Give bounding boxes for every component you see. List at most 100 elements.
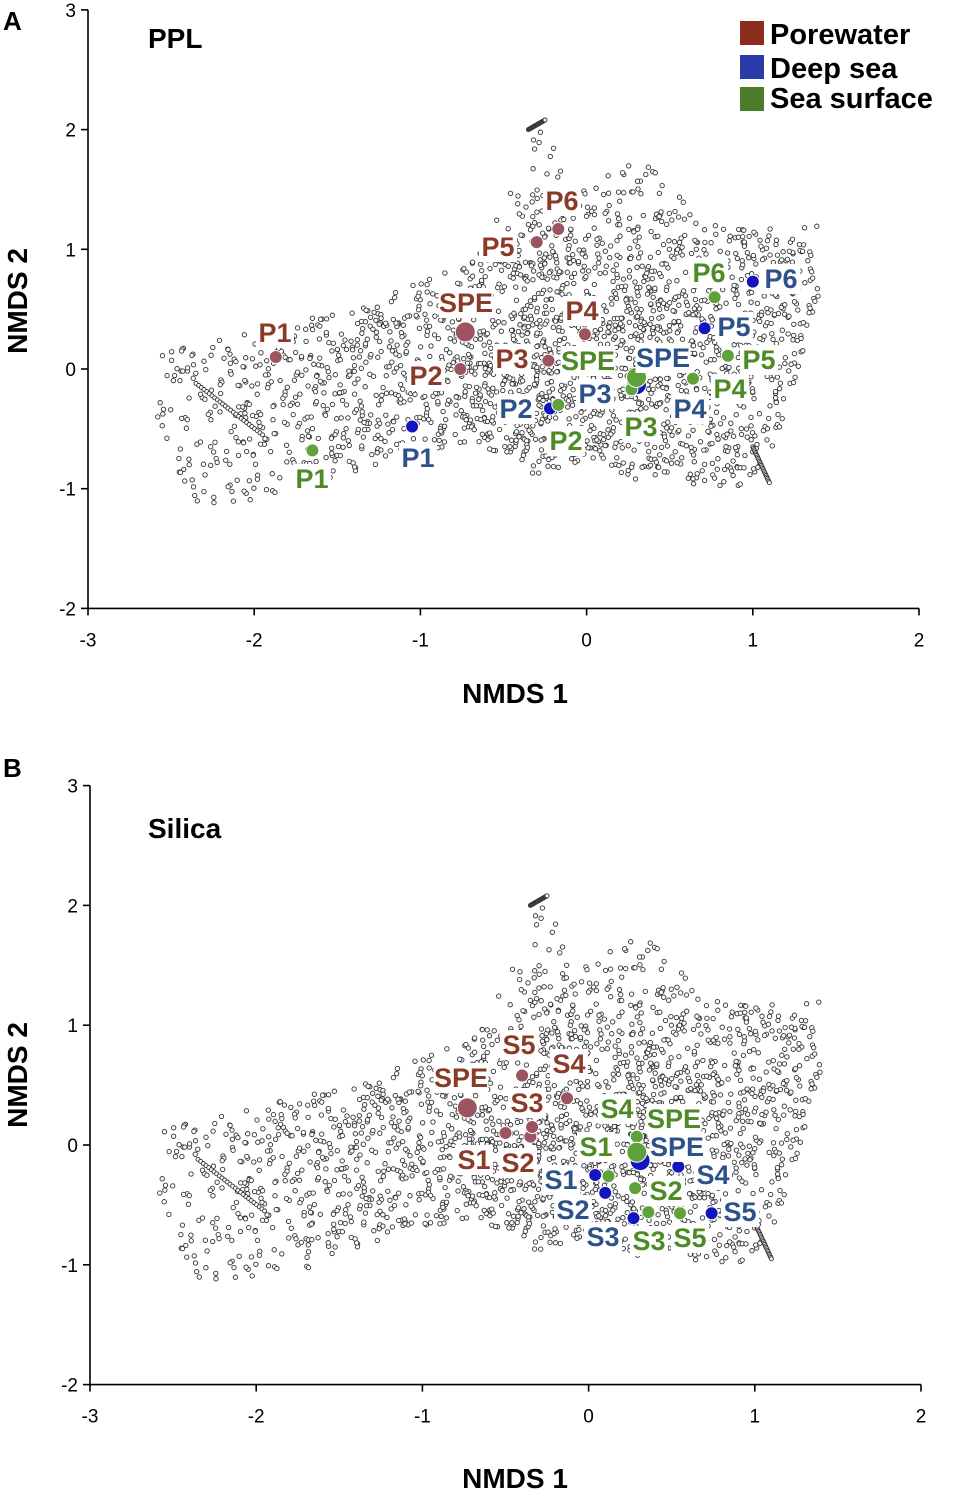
background-point bbox=[616, 1047, 622, 1054]
background-point bbox=[258, 1195, 264, 1201]
background-point bbox=[709, 1147, 715, 1153]
background-point bbox=[661, 994, 667, 1000]
background-point bbox=[345, 1202, 351, 1208]
background-point bbox=[701, 1195, 708, 1201]
background-point bbox=[632, 965, 638, 971]
background-point bbox=[649, 1097, 655, 1103]
background-point bbox=[722, 1062, 728, 1069]
background-point bbox=[385, 1149, 391, 1155]
background-point bbox=[498, 1179, 504, 1185]
background-point bbox=[497, 1084, 504, 1090]
background-point bbox=[534, 1193, 541, 1200]
background-point bbox=[674, 278, 680, 284]
background-point bbox=[784, 256, 791, 263]
background-point bbox=[447, 1101, 453, 1107]
background-point bbox=[526, 1180, 532, 1187]
background-point bbox=[630, 1124, 636, 1131]
background-point bbox=[754, 441, 760, 448]
background-point bbox=[281, 419, 288, 426]
background-point bbox=[219, 1185, 225, 1191]
background-point bbox=[169, 349, 175, 355]
background-point bbox=[463, 1132, 469, 1138]
background-point bbox=[698, 1082, 704, 1088]
background-point bbox=[307, 1209, 314, 1215]
background-point bbox=[212, 403, 218, 409]
background-point bbox=[800, 242, 807, 248]
background-point bbox=[594, 1041, 600, 1047]
background-point bbox=[658, 989, 664, 995]
background-point bbox=[422, 436, 428, 442]
background-point bbox=[580, 1180, 587, 1186]
background-point bbox=[714, 431, 720, 438]
background-point bbox=[353, 1144, 359, 1151]
background-point bbox=[791, 350, 798, 357]
background-point bbox=[656, 270, 663, 277]
background-point bbox=[170, 1133, 177, 1139]
background-point bbox=[471, 1049, 478, 1055]
background-point bbox=[669, 432, 675, 439]
background-point bbox=[361, 1219, 367, 1225]
background-point bbox=[373, 329, 380, 335]
background-point bbox=[403, 342, 409, 348]
background-point bbox=[446, 362, 452, 368]
x-tick-label: 1 bbox=[748, 630, 759, 651]
background-point bbox=[461, 356, 467, 362]
deep-sea-label-p1: P1 bbox=[401, 443, 434, 473]
background-point bbox=[170, 1183, 176, 1189]
background-point bbox=[683, 992, 690, 998]
background-point bbox=[369, 1147, 375, 1153]
background-point bbox=[612, 1201, 619, 1207]
background-point bbox=[528, 303, 534, 310]
background-point bbox=[656, 315, 662, 321]
background-point bbox=[728, 420, 734, 426]
background-point bbox=[596, 1018, 602, 1024]
background-point bbox=[617, 372, 624, 379]
background-point bbox=[490, 1068, 497, 1075]
background-point bbox=[357, 398, 363, 404]
background-point bbox=[188, 1232, 194, 1238]
background-point bbox=[651, 1051, 657, 1058]
background-point bbox=[723, 444, 729, 450]
background-point bbox=[294, 1170, 301, 1177]
background-point bbox=[592, 1186, 598, 1193]
background-point bbox=[472, 365, 479, 371]
background-point bbox=[743, 1019, 750, 1025]
background-point bbox=[534, 187, 540, 193]
background-point bbox=[612, 1188, 618, 1195]
background-point bbox=[634, 289, 640, 295]
background-point bbox=[415, 1145, 422, 1151]
background-point bbox=[569, 402, 576, 408]
deep-sea-label-p4: P4 bbox=[673, 394, 706, 424]
background-point bbox=[492, 1093, 498, 1100]
background-point bbox=[364, 1117, 371, 1123]
background-point bbox=[316, 336, 323, 342]
background-point bbox=[483, 1118, 489, 1124]
background-point bbox=[765, 1021, 772, 1027]
background-point bbox=[424, 281, 430, 288]
background-point bbox=[796, 1063, 803, 1069]
background-point bbox=[541, 1066, 547, 1073]
background-point bbox=[632, 323, 639, 329]
background-point bbox=[655, 326, 661, 332]
background-point bbox=[687, 1078, 693, 1085]
background-point bbox=[430, 291, 436, 297]
background-point bbox=[281, 1102, 288, 1108]
background-point bbox=[237, 1158, 243, 1165]
background-point bbox=[225, 484, 231, 490]
background-point bbox=[560, 971, 566, 977]
background-point bbox=[635, 400, 642, 406]
background-point bbox=[645, 263, 652, 270]
background-point bbox=[353, 406, 360, 413]
background-point bbox=[538, 915, 544, 921]
background-point bbox=[498, 267, 505, 273]
background-point bbox=[297, 1200, 303, 1206]
background-point bbox=[186, 1141, 193, 1147]
background-point bbox=[478, 277, 485, 284]
background-point bbox=[443, 1215, 450, 1221]
background-point bbox=[539, 274, 545, 280]
background-point bbox=[619, 170, 626, 176]
background-point bbox=[284, 1130, 290, 1136]
background-point bbox=[783, 1087, 790, 1093]
background-point bbox=[593, 185, 599, 191]
background-point bbox=[550, 1154, 557, 1161]
